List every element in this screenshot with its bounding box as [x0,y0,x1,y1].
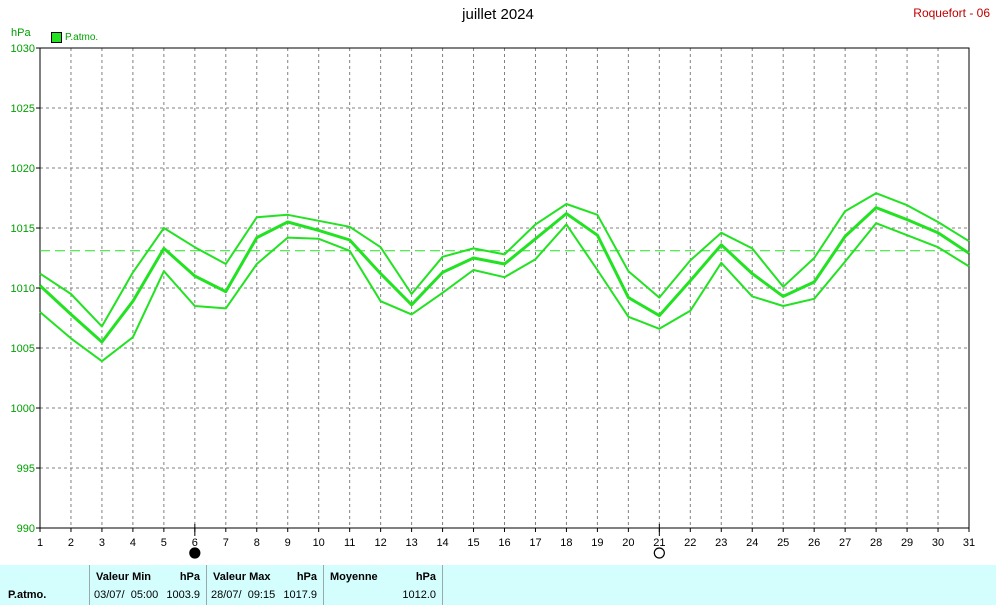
mean-value: 1012.0 [402,589,436,601]
stats-max-cell: Valeur Max hPa 28/07/ 09:15 1017.9 [206,565,323,605]
stats-mean-cell: Moyenne hPa 1012.0 [323,565,443,605]
x-tick-label: 26 [808,537,820,549]
stats-row-label: P.atmo. [8,589,47,601]
y-tick-label: 1025 [11,103,35,115]
legend-swatch [51,32,62,43]
stats-min-cell: Valeur Min hPa 03/07/ 05:00 1003.9 [89,565,206,605]
x-tick-label: 18 [560,537,572,549]
series-max-line [39,192,970,328]
x-tick-label: 7 [223,537,229,549]
x-tick-label: 14 [436,537,448,549]
x-tick-label: 11 [344,537,355,549]
x-tick-label: 15 [467,537,479,549]
new-moon-icon [189,547,201,559]
chart-grid [40,48,969,528]
x-tick-label: 19 [591,537,603,549]
min-header: Valeur Min [96,571,152,583]
x-axis: 1 2 3 4 5 6 7 8 9 10 11 12 13 14 15 16 17 18 19 20 21 22 23 24 2… [37,528,975,549]
x-tick-label: 1 [37,537,43,549]
mean-header: Moyenne [330,571,378,583]
max-date: 28/07/ 09:15 [211,589,276,601]
x-tick-label: 20 [622,537,634,549]
x-tick-label: 31 [963,537,975,549]
stats-panel: P.atmo. Valeur Min hPa 03/07/ 05:00 1003… [0,565,996,605]
station-name: Roquefort - 06 [913,6,990,20]
min-date: 03/07/ 05:00 [94,589,159,601]
x-tick-label: 30 [932,537,944,549]
x-tick-label: 23 [715,537,727,549]
chart-title: juillet 2024 [462,6,534,23]
y-tick-label: 1005 [11,343,35,355]
x-tick-label: 12 [375,537,387,549]
y-tick-label: 1020 [11,163,35,175]
x-tick-label: 25 [777,537,789,549]
x-tick-label: 5 [161,537,167,549]
full-moon-icon [653,547,665,559]
moon-phases [189,524,665,559]
x-tick-label: 17 [529,537,541,549]
legend-label: P.atmo. [65,32,99,43]
x-tick-label: 10 [313,537,325,549]
legend: P.atmo. [51,32,98,43]
x-tick-label: 8 [254,537,260,549]
max-value: 1017.9 [283,589,317,601]
x-tick-label: 3 [99,537,105,549]
x-tick-label: 16 [498,537,510,549]
min-value: 1003.9 [166,589,200,601]
min-unit: hPa [179,571,200,583]
max-header: Valeur Max [213,571,271,583]
mean-unit: hPa [415,571,436,583]
x-tick-label: 21 [653,537,665,549]
x-tick-label: 27 [839,537,851,549]
y-tick-label: 990 [17,523,35,535]
y-tick-label: 1015 [11,223,35,235]
y-axis-unit: hPa [11,27,31,39]
max-unit: hPa [296,571,317,583]
y-axis: 990 995 1000 1005 1010 1015 1020 1025 1030 [11,43,40,535]
series-mean-line [38,206,970,344]
x-tick-label: 22 [684,537,696,549]
x-tick-label: 28 [870,537,882,549]
x-tick-label: 6 [192,537,198,549]
x-tick-label: 29 [901,537,913,549]
x-tick-label: 4 [130,537,136,549]
series-lines [38,192,970,363]
x-tick-label: 9 [285,537,291,549]
y-tick-label: 1010 [11,283,35,295]
x-tick-label: 13 [405,537,417,549]
y-tick-label: 1000 [11,403,35,415]
x-tick-label: 24 [746,537,758,549]
y-tick-label: 995 [17,463,35,475]
y-tick-label: 1030 [11,43,35,55]
series-min-line [39,222,970,363]
x-tick-label: 2 [68,537,74,549]
